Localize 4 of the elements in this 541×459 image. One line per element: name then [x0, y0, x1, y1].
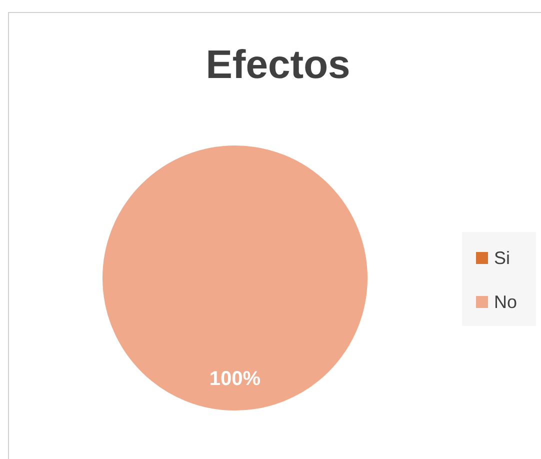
- legend-label: No: [494, 292, 518, 312]
- data-label: 100%: [209, 368, 261, 390]
- legend-label: Si: [494, 248, 510, 268]
- chart-title: Efectos: [206, 43, 350, 87]
